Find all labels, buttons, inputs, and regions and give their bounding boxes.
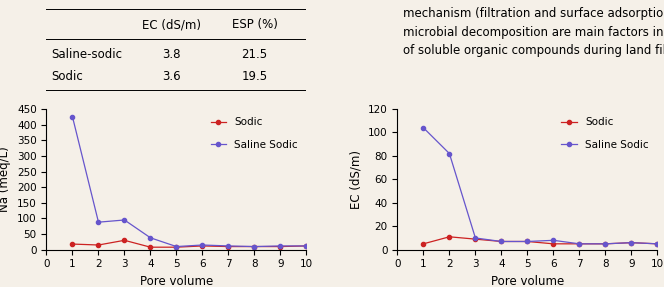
Text: Sodic: Sodic	[52, 70, 84, 83]
Y-axis label: Na (meq/L): Na (meq/L)	[0, 146, 11, 212]
Legend: Sodic, Saline Sodic: Sodic, Saline Sodic	[558, 114, 652, 153]
Text: ESP (%): ESP (%)	[232, 18, 278, 31]
Text: Saline-sodic: Saline-sodic	[52, 48, 123, 61]
Text: EC (dS/m): EC (dS/m)	[141, 18, 201, 31]
Text: 19.5: 19.5	[242, 70, 268, 83]
Legend: Sodic, Saline Sodic: Sodic, Saline Sodic	[207, 114, 301, 153]
Text: mechanism (filtration and surface adsorption) and
microbial decomposition are ma: mechanism (filtration and surface adsorp…	[402, 7, 664, 57]
Text: 21.5: 21.5	[242, 48, 268, 61]
X-axis label: Pore volume: Pore volume	[491, 275, 564, 287]
Y-axis label: EC (dS/m): EC (dS/m)	[349, 150, 363, 209]
X-axis label: Pore volume: Pore volume	[140, 275, 213, 287]
Text: 3.8: 3.8	[162, 48, 181, 61]
Text: 3.6: 3.6	[162, 70, 181, 83]
